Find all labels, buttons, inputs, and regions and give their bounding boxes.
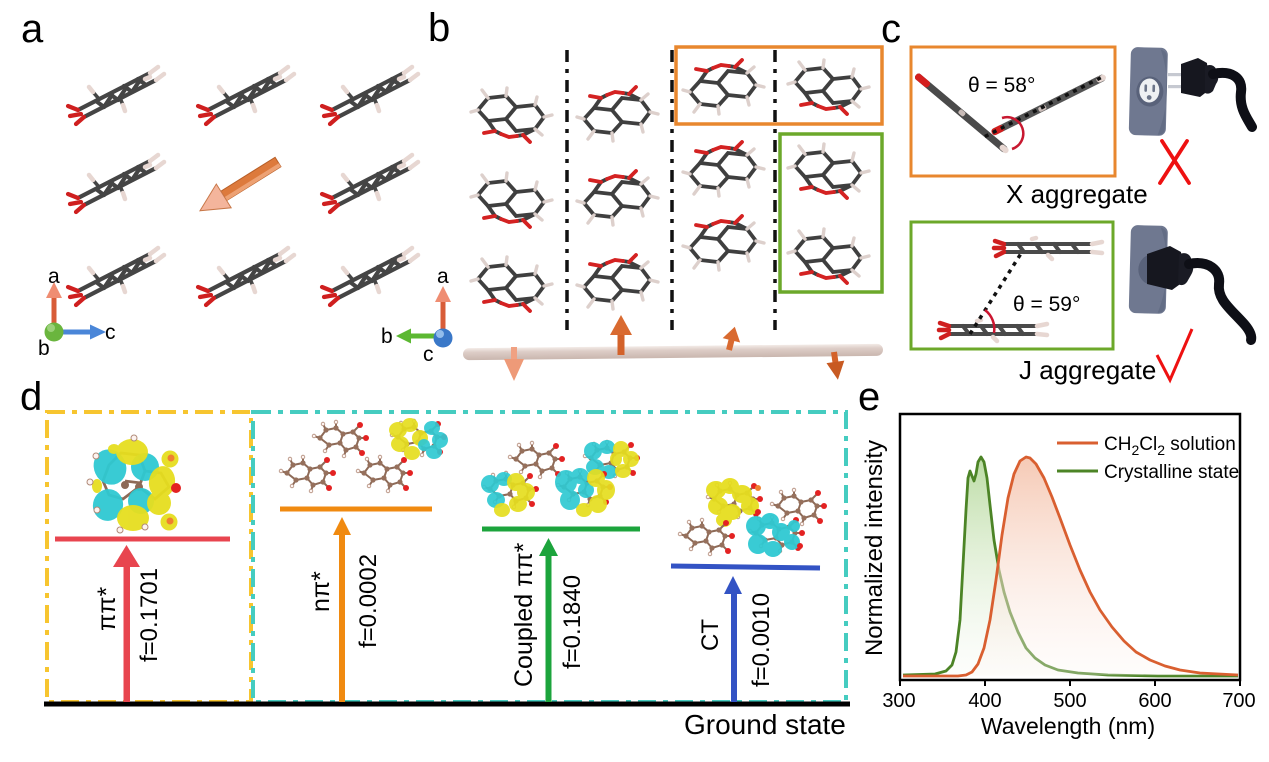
svg-text:b: b	[38, 337, 50, 360]
svg-text:a: a	[21, 7, 44, 51]
svg-text:a: a	[437, 265, 449, 288]
svg-text:Ground state: Ground state	[684, 709, 846, 740]
svg-text:e: e	[858, 375, 880, 419]
svg-text:Wavelength (nm): Wavelength (nm)	[981, 713, 1155, 739]
svg-text:d: d	[20, 375, 42, 419]
svg-text:θ = 58°: θ = 58°	[968, 74, 1035, 97]
svg-text:ππ*: ππ*	[93, 587, 121, 631]
svg-text:nπ*: nπ*	[307, 571, 335, 612]
svg-text:Crystalline state: Crystalline state	[1104, 462, 1239, 483]
svg-text:Coupled ππ*: Coupled ππ*	[510, 542, 538, 687]
svg-text:Normalized intensity: Normalized intensity	[861, 440, 888, 656]
svg-text:300: 300	[882, 690, 915, 712]
svg-text:f=0.0010: f=0.0010	[748, 593, 775, 687]
svg-text:700: 700	[1222, 690, 1255, 712]
svg-text:CH2Cl2 solution: CH2Cl2 solution	[1104, 434, 1236, 458]
svg-text:c: c	[105, 321, 116, 344]
svg-text:c: c	[881, 7, 901, 51]
svg-text:b: b	[381, 325, 393, 348]
svg-text:b: b	[428, 6, 450, 50]
svg-text:400: 400	[968, 690, 1001, 712]
svg-text:θ = 59°: θ = 59°	[1013, 293, 1080, 316]
svg-text:f=0.1701: f=0.1701	[136, 568, 163, 662]
svg-text:X aggregate: X aggregate	[1006, 179, 1148, 209]
svg-text:f=0.0002: f=0.0002	[355, 554, 382, 648]
svg-text:f=0.1840: f=0.1840	[559, 575, 586, 669]
svg-text:c: c	[423, 343, 434, 366]
svg-text:CT: CT	[697, 619, 724, 651]
svg-text:600: 600	[1138, 690, 1171, 712]
svg-text:500: 500	[1053, 690, 1086, 712]
svg-text:a: a	[48, 265, 60, 288]
svg-text:J aggregate: J aggregate	[1019, 355, 1156, 385]
